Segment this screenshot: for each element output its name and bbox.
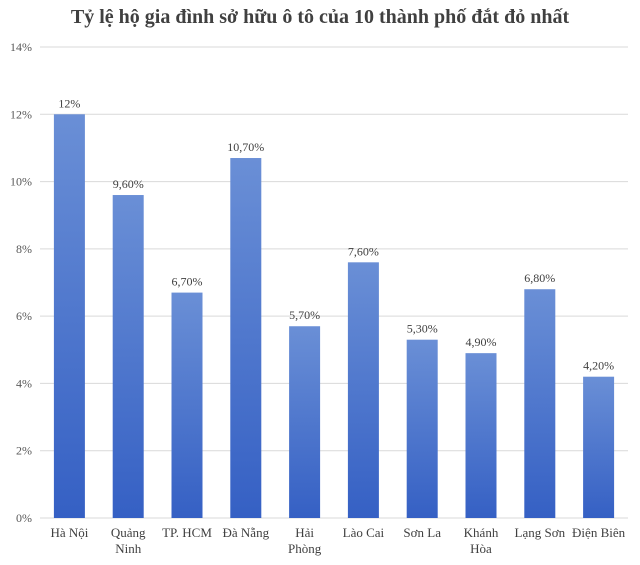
data-label: 7,60% [348,244,379,258]
x-tick-label: Lào Cai [343,525,385,540]
bar [347,262,379,518]
y-tick-label: 12% [10,107,32,121]
x-tick-label: Phòng [288,541,322,556]
x-tick-label: Hải [295,525,314,540]
chart-title: Tỷ lệ hộ gia đình sở hữu ô tô của 10 thà… [70,6,570,28]
x-tick-label: Khánh [464,525,499,540]
x-tick-label: Hòa [470,541,492,556]
y-tick-label: 8% [16,242,32,256]
x-tick-label: TP. HCM [162,525,212,540]
data-label: 4,90% [466,335,497,349]
bar [289,326,321,518]
bar [406,339,438,518]
data-label: 6,80% [524,271,555,285]
bar [230,158,262,518]
x-tick-label: Sơn La [403,525,441,540]
data-label: 12% [58,96,80,110]
x-tick-label: Hà Nội [50,525,88,540]
x-tick-label: Điện Biên [572,525,626,540]
y-tick-label: 4% [16,376,32,390]
y-tick-label: 6% [16,309,32,323]
data-label: 6,70% [172,275,203,289]
x-tick-label: Đà Nẵng [223,525,270,540]
bar [524,289,556,518]
data-label: 5,70% [289,308,320,322]
x-tick-label: Lạng Sơn [515,525,566,540]
bar [112,195,144,518]
bar [465,353,497,518]
data-label: 4,20% [583,359,614,373]
data-label: 9,60% [113,177,144,191]
y-tick-label: 10% [10,175,32,189]
bar [583,376,615,518]
bar [53,114,85,519]
y-tick-label: 0% [16,511,32,525]
y-tick-label: 14% [10,40,32,54]
data-label: 10,70% [227,140,264,154]
x-tick-label: Ninh [115,541,142,556]
bar [171,292,203,518]
x-tick-label: Quảng [111,525,146,540]
data-label: 5,30% [407,322,438,336]
y-tick-label: 2% [16,444,32,458]
